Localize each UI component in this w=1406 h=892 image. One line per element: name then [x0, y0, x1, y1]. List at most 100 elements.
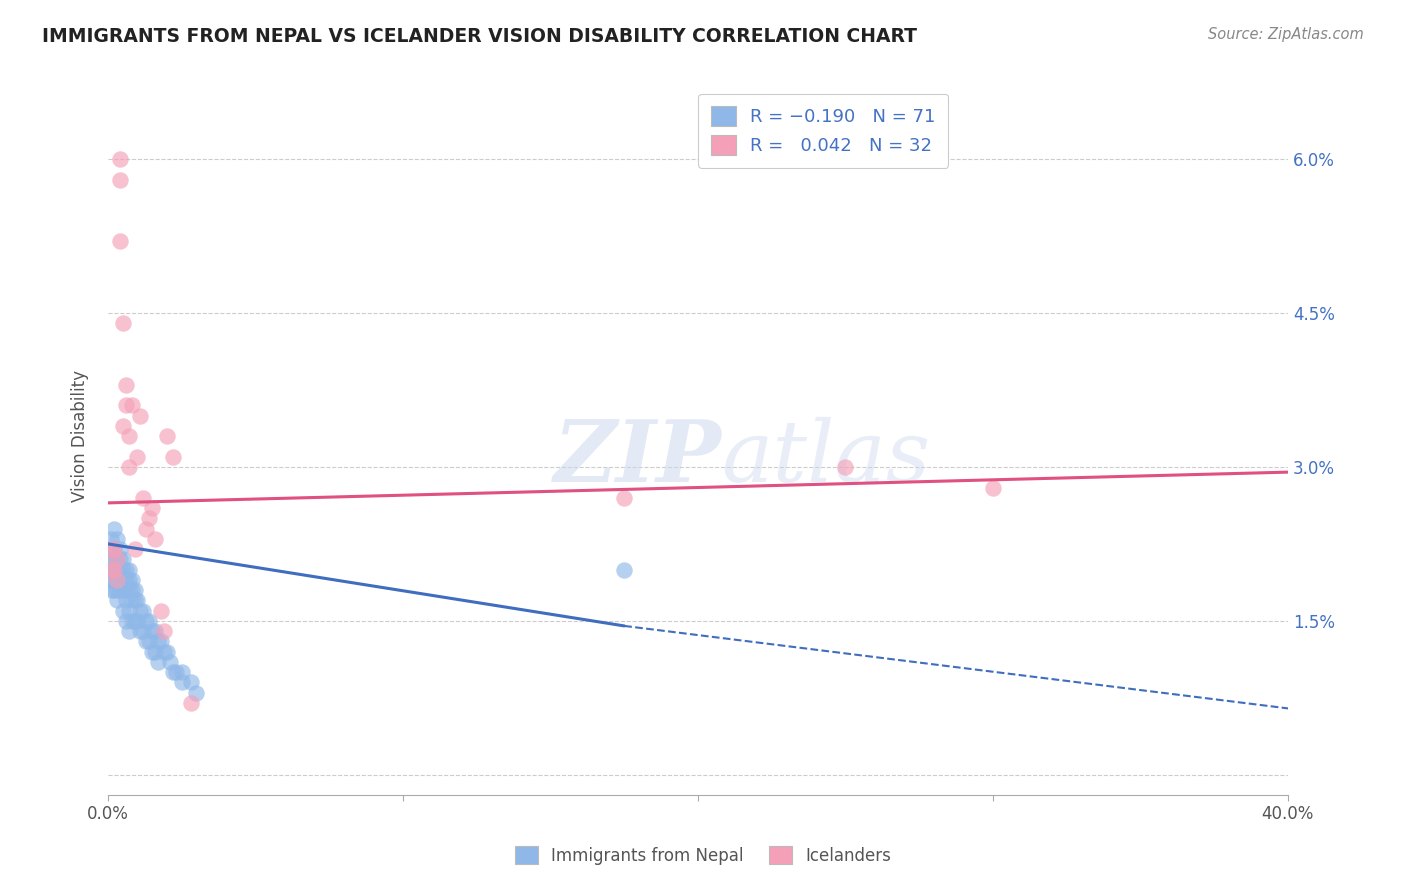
Point: [103, 573, 125, 587]
Point: [103, 562, 125, 576]
Point: [111, 573, 134, 587]
Point: [138, 511, 160, 525]
Text: ZIP: ZIP: [554, 416, 721, 500]
Legend: Immigrants from Nepal, Icelanders: Immigrants from Nepal, Icelanders: [505, 836, 901, 875]
Point: [111, 317, 134, 331]
Point: [103, 562, 125, 576]
Point: [117, 624, 139, 638]
Point: [105, 532, 128, 546]
Point: [613, 491, 636, 505]
Point: [114, 593, 136, 607]
Point: [117, 573, 139, 587]
Point: [170, 665, 193, 679]
Point: [105, 562, 128, 576]
Point: [108, 153, 131, 167]
Point: [111, 419, 134, 434]
Point: [114, 582, 136, 597]
Point: [117, 562, 139, 576]
Point: [121, 399, 143, 413]
Point: [108, 552, 131, 566]
Point: [105, 573, 128, 587]
Point: [117, 429, 139, 443]
Point: [135, 522, 157, 536]
Point: [100, 573, 122, 587]
Point: [100, 532, 122, 546]
Point: [111, 552, 134, 566]
Point: [111, 582, 134, 597]
Point: [135, 614, 157, 628]
Point: [143, 644, 166, 658]
Point: [159, 655, 181, 669]
Point: [143, 624, 166, 638]
Point: [103, 582, 125, 597]
Point: [105, 593, 128, 607]
Point: [180, 696, 202, 710]
Point: [100, 552, 122, 566]
Point: [170, 675, 193, 690]
Point: [146, 634, 169, 648]
Point: [981, 481, 1004, 495]
Text: atlas: atlas: [721, 417, 931, 500]
Point: [108, 582, 131, 597]
Point: [129, 624, 152, 638]
Point: [103, 522, 125, 536]
Y-axis label: Vision Disability: Vision Disability: [72, 370, 89, 502]
Text: IMMIGRANTS FROM NEPAL VS ICELANDER VISION DISABILITY CORRELATION CHART: IMMIGRANTS FROM NEPAL VS ICELANDER VISIO…: [42, 27, 917, 45]
Point: [146, 655, 169, 669]
Point: [105, 552, 128, 566]
Point: [150, 634, 173, 648]
Point: [121, 582, 143, 597]
Point: [100, 541, 122, 556]
Point: [103, 541, 125, 556]
Point: [141, 644, 163, 658]
Point: [111, 603, 134, 617]
Point: [117, 460, 139, 475]
Point: [117, 603, 139, 617]
Point: [127, 593, 149, 607]
Point: [114, 378, 136, 392]
Point: [105, 582, 128, 597]
Point: [117, 582, 139, 597]
Point: [613, 562, 636, 576]
Point: [141, 624, 163, 638]
Point: [100, 582, 122, 597]
Point: [156, 644, 179, 658]
Point: [108, 541, 131, 556]
Point: [105, 573, 128, 587]
Point: [100, 562, 122, 576]
Text: Source: ZipAtlas.com: Source: ZipAtlas.com: [1208, 27, 1364, 42]
Point: [121, 573, 143, 587]
Point: [124, 593, 146, 607]
Point: [124, 541, 146, 556]
Point: [150, 603, 173, 617]
Point: [129, 409, 152, 423]
Point: [156, 429, 179, 443]
Point: [124, 582, 146, 597]
Point: [165, 665, 187, 679]
Point: [186, 685, 208, 699]
Point: [162, 450, 184, 464]
Point: [127, 450, 149, 464]
Point: [108, 173, 131, 187]
Point: [834, 460, 856, 475]
Point: [108, 235, 131, 249]
Point: [153, 644, 176, 658]
Point: [180, 675, 202, 690]
Point: [121, 614, 143, 628]
Point: [100, 541, 122, 556]
Point: [114, 614, 136, 628]
Point: [103, 552, 125, 566]
Point: [138, 614, 160, 628]
Point: [124, 614, 146, 628]
Point: [103, 541, 125, 556]
Point: [132, 624, 155, 638]
Point: [114, 573, 136, 587]
Point: [143, 532, 166, 546]
Point: [141, 501, 163, 516]
Point: [162, 665, 184, 679]
Point: [127, 614, 149, 628]
Point: [100, 562, 122, 576]
Point: [132, 491, 155, 505]
Point: [135, 634, 157, 648]
Point: [111, 562, 134, 576]
